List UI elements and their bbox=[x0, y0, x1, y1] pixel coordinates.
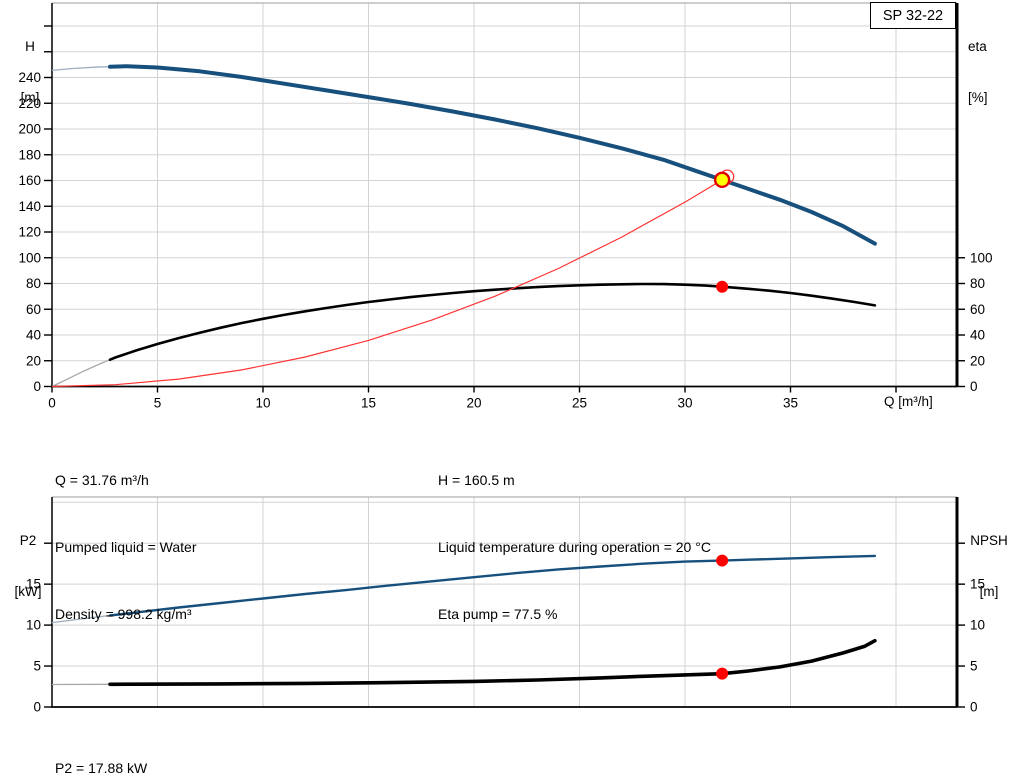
npsh-axis-label-line1: NPSH bbox=[970, 533, 1008, 548]
left-axis-tick-label: 120 bbox=[18, 225, 41, 240]
head-axis-label-line2: [m] bbox=[20, 90, 40, 105]
right-axis-tick-label: 0 bbox=[970, 700, 978, 715]
right-axis-tick-label: 5 bbox=[970, 659, 978, 674]
left-axis-tick-label: 200 bbox=[18, 122, 41, 137]
left-axis-tick-label: 60 bbox=[26, 302, 41, 317]
npsh-axis-label: NPSH [m] bbox=[962, 498, 1016, 634]
p2-point-marker[interactable] bbox=[716, 554, 729, 567]
right-axis-tick-label: 10 bbox=[970, 618, 985, 633]
left-axis-tick-label: 20 bbox=[26, 353, 41, 368]
info-block-right: H = 160.5 m Liquid temperature during op… bbox=[438, 424, 711, 670]
left-axis-tick-label: 40 bbox=[26, 328, 41, 343]
info-block-left: Q = 31.76 m³/h Pumped liquid = Water Den… bbox=[55, 424, 197, 670]
left-axis-tick-label: 15 bbox=[26, 577, 41, 592]
left-axis-tick-label: 5 bbox=[33, 659, 41, 674]
info-head: H = 160.5 m bbox=[438, 471, 515, 488]
left-axis-tick-label: 140 bbox=[18, 199, 41, 214]
x-axis-tick-label: 10 bbox=[255, 396, 270, 411]
efficiency-curve bbox=[108, 282, 877, 361]
x-axis-tick-label: 25 bbox=[572, 396, 587, 411]
npsh-axis-label-line2: [m] bbox=[979, 584, 999, 599]
right-axis-tick-label: 20 bbox=[970, 353, 985, 368]
p2-axis-label-line2: [kW] bbox=[14, 584, 42, 599]
head-axis-label: H [m] bbox=[12, 4, 48, 140]
info-flow: Q = 31.76 m³/h bbox=[55, 471, 149, 488]
info-block-bottom: P2 = 17.88 kW NPSH = 4.07 m bbox=[55, 712, 153, 781]
npsh-point-marker[interactable] bbox=[716, 667, 729, 680]
info-p2: P2 = 17.88 kW bbox=[55, 759, 148, 776]
left-axis-tick-label: 220 bbox=[18, 96, 41, 111]
eta-point-marker[interactable] bbox=[716, 280, 729, 293]
flow-axis-unit-label: Q [m³/h] bbox=[884, 394, 933, 409]
right-axis-tick-label: 40 bbox=[970, 328, 985, 343]
left-axis-tick-label: 10 bbox=[26, 618, 41, 633]
p2-axis-label-line1: P2 bbox=[19, 533, 37, 548]
right-axis-tick-label: 60 bbox=[970, 302, 985, 317]
left-axis-tick-label: 80 bbox=[26, 276, 41, 291]
p2-axis-label: P2 [kW] bbox=[8, 498, 48, 634]
eta-axis-label: eta [%] bbox=[968, 4, 1014, 140]
x-axis-tick-label: 0 bbox=[48, 396, 56, 411]
left-axis-tick-label: 0 bbox=[33, 700, 41, 715]
x-axis-tick-label: 35 bbox=[783, 396, 798, 411]
x-axis-tick-label: 30 bbox=[677, 396, 692, 411]
pump-model-badge: SP 32-22 bbox=[870, 2, 956, 29]
system-curve bbox=[51, 179, 723, 388]
right-axis-tick-label: 15 bbox=[970, 577, 985, 592]
p2-curve bbox=[108, 554, 877, 617]
x-axis-tick-label: 15 bbox=[361, 396, 376, 411]
left-axis-tick-label: 160 bbox=[18, 173, 41, 188]
eta-axis-label-line1: eta bbox=[968, 39, 987, 54]
efficiency-curve-min-flow-segment bbox=[51, 359, 111, 388]
head-curve bbox=[108, 64, 877, 246]
p2-curve-min-flow-segment bbox=[51, 614, 111, 624]
head-axis-label-line1: H bbox=[25, 39, 35, 54]
right-axis-tick-label: 100 bbox=[970, 250, 993, 265]
eta-axis-label-line2: [%] bbox=[968, 90, 988, 105]
left-axis-tick-label: 0 bbox=[33, 379, 41, 394]
x-axis-tick-label: 5 bbox=[154, 396, 162, 411]
duty-point-marker[interactable] bbox=[713, 171, 731, 189]
left-axis-tick-label: 180 bbox=[18, 147, 41, 162]
info-eta-pump: Eta pump = 77.5 % bbox=[438, 606, 558, 623]
left-axis-tick-label: 100 bbox=[18, 250, 41, 265]
left-axis-tick-label: 240 bbox=[18, 70, 41, 85]
head-curve-min-flow-segment bbox=[51, 66, 111, 72]
npsh-curve bbox=[108, 638, 877, 687]
info-liquid-temperature: Liquid temperature during operation = 20… bbox=[438, 539, 711, 556]
right-axis-tick-label: 80 bbox=[970, 276, 985, 291]
right-axis-tick-label: 0 bbox=[970, 379, 978, 394]
info-pumped-liquid: Pumped liquid = Water bbox=[55, 539, 197, 556]
info-density: Density = 998.2 kg/m³ bbox=[55, 606, 192, 623]
x-axis-tick-label: 20 bbox=[466, 396, 481, 411]
